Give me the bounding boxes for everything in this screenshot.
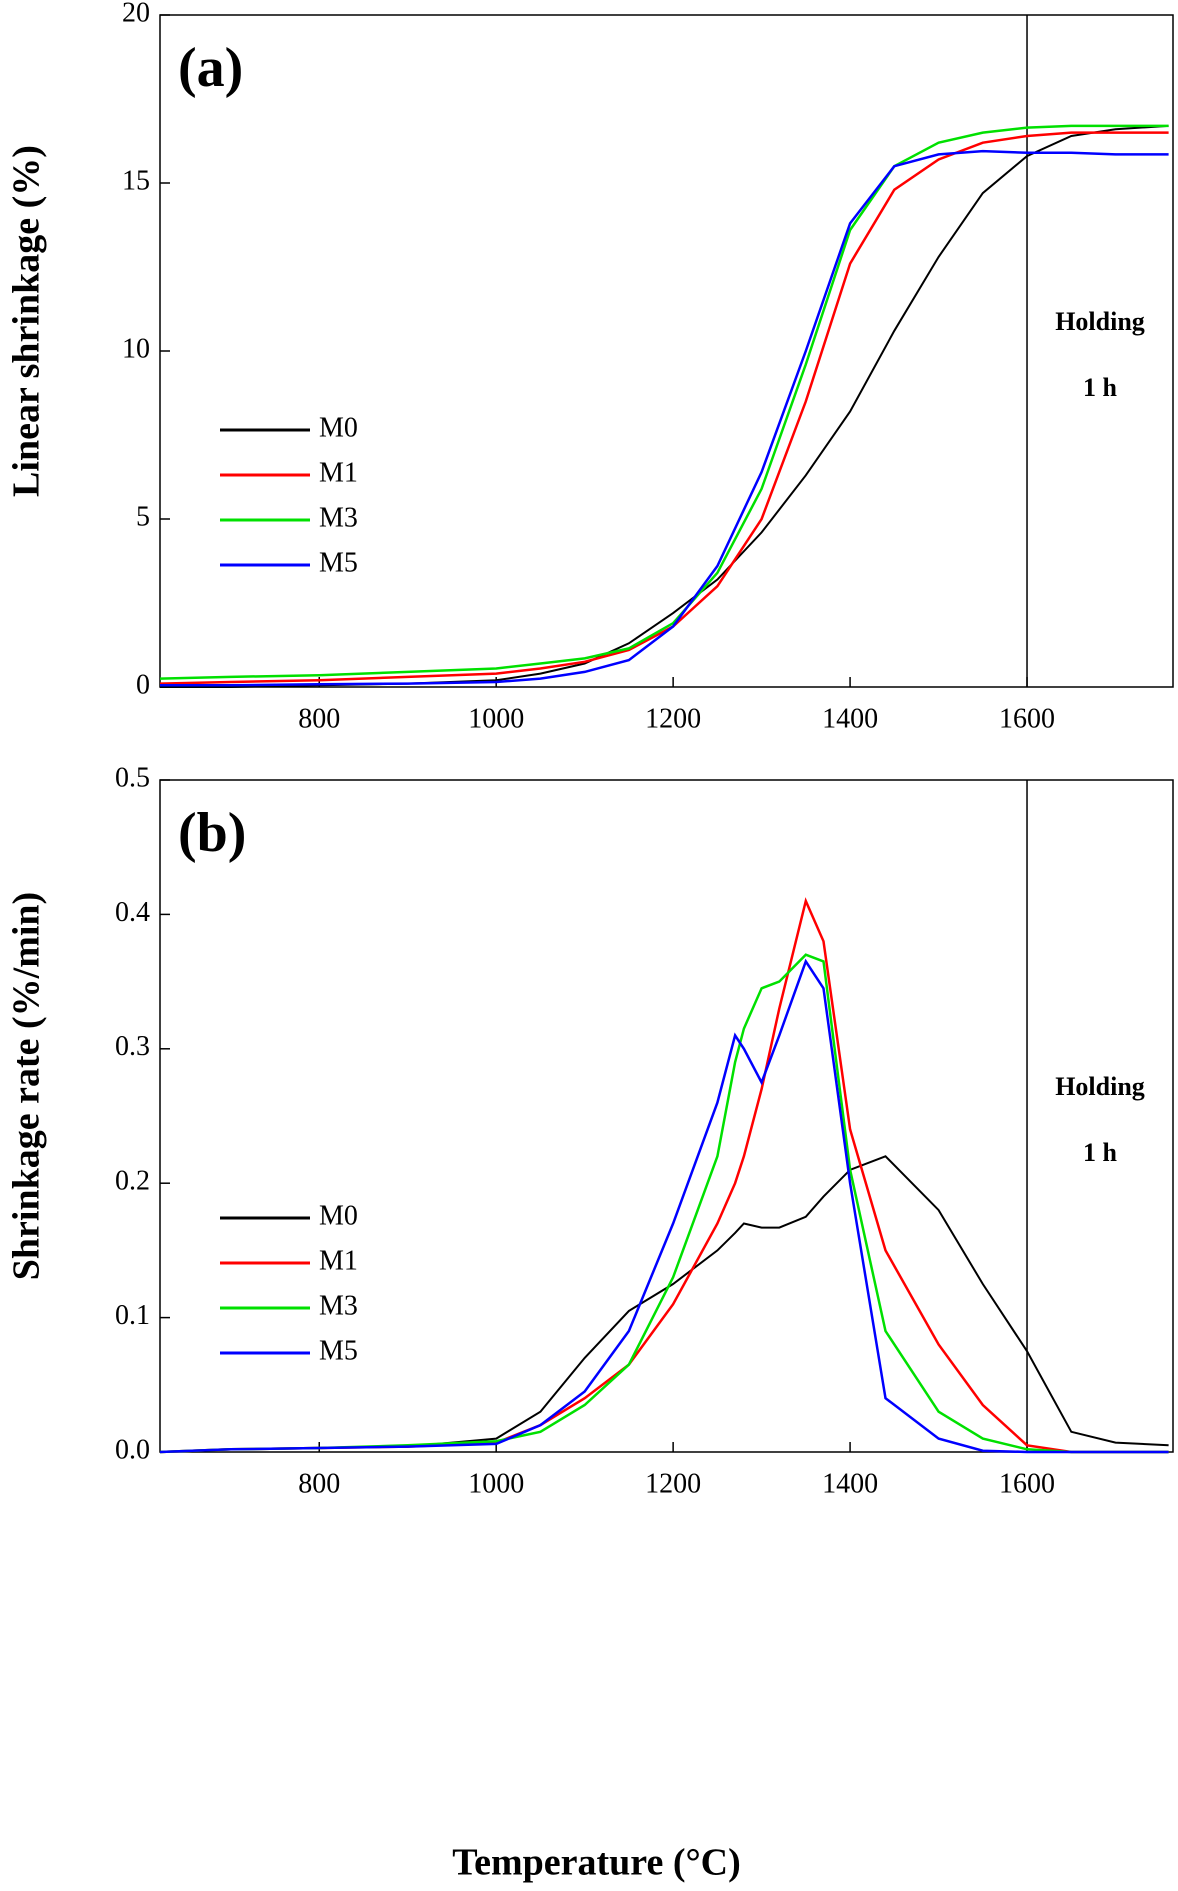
annotation: 1 h (1083, 1138, 1118, 1167)
x-tick-label: 1400 (822, 703, 878, 734)
x-tick-label: 1400 (822, 1468, 878, 1499)
y-axis-label: Shrinkage rate (%/min) (6, 892, 48, 1280)
series-line (159, 958, 1169, 1454)
legend-label: M1 (319, 457, 358, 488)
panel-label: (a) (178, 37, 243, 99)
y-tick-label: 0.5 (115, 762, 150, 793)
plot-frame (159, 779, 1174, 1453)
series-line (160, 149, 1169, 687)
series-line (159, 1155, 1169, 1453)
y-tick-label: 0.2 (115, 1166, 150, 1197)
x-tick-label: 1000 (468, 703, 524, 734)
y-tick-label: 0.0 (115, 1434, 150, 1465)
plot-frame (159, 14, 1174, 688)
y-tick-label: 0.1 (115, 1300, 150, 1331)
x-tick-label: 800 (298, 703, 340, 734)
x-axis-label: Temperature (°C) (452, 1842, 741, 1884)
y-tick-label: 5 (136, 501, 150, 532)
legend-label: M0 (319, 1200, 358, 1231)
x-tick-label: 1000 (468, 1468, 524, 1499)
legend-label: M5 (319, 547, 358, 578)
x-tick-label: 800 (298, 1468, 340, 1499)
y-tick-label: 10 (122, 333, 150, 364)
legend-label: M3 (319, 1290, 358, 1321)
legend-label: M5 (319, 1335, 358, 1366)
y-tick-label: 15 (122, 165, 150, 196)
x-tick-label: 1200 (645, 703, 701, 734)
series-line (159, 953, 1169, 1454)
series-line (159, 897, 1169, 1454)
y-tick-label: 0 (136, 669, 150, 700)
y-axis-label: Linear shrinkage (%) (6, 145, 48, 497)
legend-label: M3 (319, 502, 358, 533)
panel-label: (b) (178, 802, 246, 864)
y-tick-label: 20 (122, 0, 150, 28)
x-tick-label: 1200 (645, 1468, 701, 1499)
y-tick-label: 0.4 (115, 897, 150, 928)
annotation: Holding (1055, 1072, 1145, 1101)
series-line (159, 131, 1169, 685)
x-tick-label: 1600 (999, 703, 1055, 734)
annotation: 1 h (1083, 373, 1118, 402)
legend-label: M0 (319, 412, 358, 443)
series-line (160, 124, 1169, 688)
x-tick-label: 1600 (999, 1468, 1055, 1499)
annotation: Holding (1055, 307, 1145, 336)
legend-label: M1 (319, 1245, 358, 1276)
series-line (159, 124, 1169, 680)
y-tick-label: 0.3 (115, 1031, 150, 1062)
